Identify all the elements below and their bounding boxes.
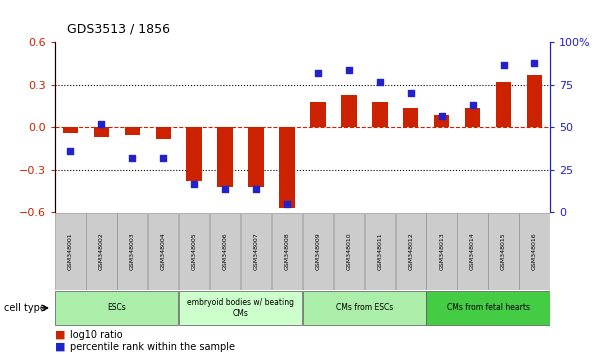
Bar (403, 108, 419, 127)
Text: cell type: cell type (4, 303, 49, 313)
Text: percentile rank within the sample: percentile rank within the sample (70, 342, 235, 352)
Text: GSM348013: GSM348013 (439, 233, 444, 270)
Point (189, 181, 199, 186)
Text: log10 ratio: log10 ratio (70, 330, 123, 339)
Bar (125, 127, 140, 135)
FancyBboxPatch shape (56, 291, 178, 325)
Bar (372, 102, 387, 127)
FancyBboxPatch shape (56, 213, 86, 290)
Text: GSM348007: GSM348007 (254, 233, 258, 270)
Bar (93, 127, 109, 137)
FancyBboxPatch shape (426, 213, 457, 290)
FancyBboxPatch shape (241, 213, 271, 290)
Text: GSM348004: GSM348004 (161, 233, 166, 270)
Point (467, 103, 477, 108)
FancyBboxPatch shape (334, 213, 364, 290)
Point (251, 186, 261, 192)
Text: CMs from ESCs: CMs from ESCs (335, 303, 393, 313)
Text: GSM348011: GSM348011 (377, 233, 382, 270)
Text: ■: ■ (55, 342, 65, 352)
Bar (496, 82, 511, 127)
Point (158, 155, 168, 161)
Point (375, 79, 385, 84)
Bar (434, 115, 449, 127)
FancyBboxPatch shape (179, 213, 210, 290)
FancyBboxPatch shape (303, 291, 426, 325)
Bar (279, 127, 295, 208)
FancyBboxPatch shape (148, 213, 178, 290)
FancyBboxPatch shape (488, 213, 519, 290)
Text: ESCs: ESCs (108, 303, 126, 313)
Point (128, 155, 137, 161)
FancyBboxPatch shape (519, 213, 549, 290)
Bar (186, 127, 202, 181)
FancyBboxPatch shape (117, 213, 147, 290)
Point (220, 186, 230, 192)
Text: GSM348016: GSM348016 (532, 233, 537, 270)
FancyBboxPatch shape (365, 213, 395, 290)
Point (282, 201, 292, 207)
Text: ■: ■ (55, 330, 65, 339)
Bar (218, 127, 233, 187)
Text: GSM348010: GSM348010 (346, 233, 351, 270)
FancyBboxPatch shape (210, 213, 240, 290)
Text: GSM348005: GSM348005 (192, 233, 197, 270)
Bar (248, 127, 264, 187)
Text: embryoid bodies w/ beating
CMs: embryoid bodies w/ beating CMs (187, 298, 294, 318)
Bar (310, 102, 326, 127)
Bar (341, 95, 357, 127)
FancyBboxPatch shape (272, 213, 302, 290)
Text: CMs from fetal hearts: CMs from fetal hearts (447, 303, 530, 313)
Point (344, 67, 354, 73)
Bar (63, 127, 78, 133)
Bar (465, 108, 480, 127)
Text: GSM348015: GSM348015 (501, 233, 506, 270)
FancyBboxPatch shape (458, 213, 488, 290)
Text: GSM348009: GSM348009 (315, 233, 320, 270)
Point (313, 70, 323, 76)
Text: GSM348002: GSM348002 (99, 233, 104, 270)
Point (530, 60, 540, 66)
FancyBboxPatch shape (86, 213, 117, 290)
Text: GSM348012: GSM348012 (408, 233, 413, 270)
FancyBboxPatch shape (303, 213, 333, 290)
Text: GDS3513 / 1856: GDS3513 / 1856 (67, 22, 170, 35)
Point (65, 148, 75, 154)
Point (406, 91, 415, 96)
Text: GSM348014: GSM348014 (470, 233, 475, 270)
FancyBboxPatch shape (395, 213, 426, 290)
Text: GSM348006: GSM348006 (222, 233, 228, 270)
Point (437, 113, 447, 118)
FancyBboxPatch shape (179, 291, 302, 325)
Point (97, 121, 106, 127)
FancyBboxPatch shape (426, 291, 549, 325)
Bar (156, 127, 171, 139)
Text: GSM348003: GSM348003 (130, 233, 135, 270)
Text: GSM348008: GSM348008 (285, 233, 290, 270)
Text: GSM348001: GSM348001 (68, 233, 73, 270)
Point (499, 62, 508, 67)
Bar (527, 75, 542, 127)
